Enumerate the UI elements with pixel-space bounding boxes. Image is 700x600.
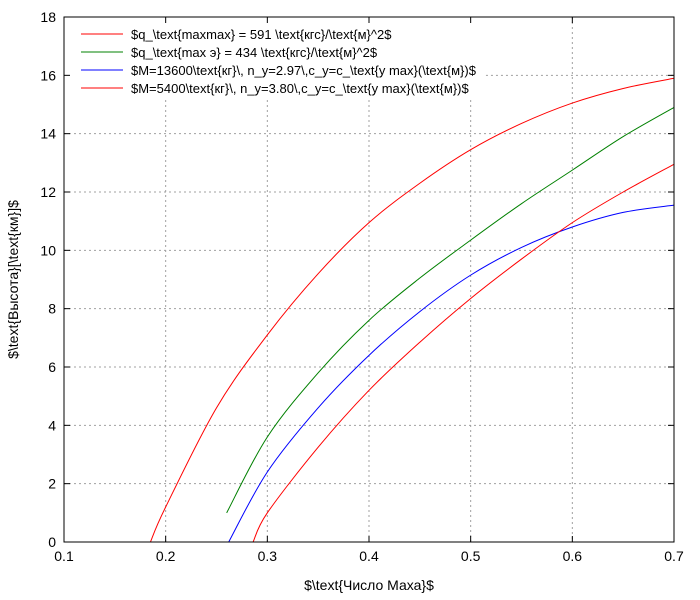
y-tick-label: 4	[48, 417, 56, 433]
y-tick-label: 8	[48, 301, 56, 317]
series-line-1	[149, 77, 675, 543]
x-tick-label: 0.2	[156, 548, 176, 564]
legend: $q_\text{maxmax} = 591 \text{кгс}/\text{…	[81, 27, 477, 96]
legend-label-2: $q_\text{max э} = 434 \text{кгс}/\text{м…	[131, 45, 378, 60]
y-axis-label: $\text{Высота}[\text{км}]$	[5, 200, 21, 359]
y-tick-label: 18	[40, 9, 56, 25]
x-tick-label: 0.7	[664, 548, 684, 564]
legend-label-1: $q_\text{maxmax} = 591 \text{кгс}/\text{…	[131, 27, 392, 42]
x-tick-label: 0.1	[54, 548, 74, 564]
x-tick-label: 0.5	[461, 548, 481, 564]
y-tick-label: 10	[40, 242, 56, 258]
y-tick-label: 2	[48, 476, 56, 492]
y-tick-label: 12	[40, 184, 56, 200]
series-line-4	[252, 163, 675, 543]
axis-ticks: 0.1 0.2 0.3 0.4 0.5 0.6 0.7 0 2 4 6 8 10 12 14 16 18	[40, 9, 684, 564]
x-axis-label: $\text{Число Маха}$	[304, 577, 434, 593]
x-tick-label: 0.6	[563, 548, 583, 564]
y-tick-label: 6	[48, 359, 56, 375]
series-layer	[149, 77, 675, 543]
series-line-3	[228, 204, 675, 543]
y-tick-label: 0	[48, 534, 56, 550]
series-line-2	[226, 106, 675, 514]
x-tick-label: 0.4	[359, 548, 379, 564]
legend-label-4: $M=5400\text{кг}\, n_y=3.80\,c_y=c_\text…	[131, 81, 469, 96]
y-tick-label: 16	[40, 67, 56, 83]
x-tick-label: 0.3	[258, 548, 278, 564]
legend-label-3: $M=13600\text{кг}\, n_y=2.97\,c_y=c_\tex…	[131, 63, 477, 78]
y-tick-label: 14	[40, 126, 56, 142]
